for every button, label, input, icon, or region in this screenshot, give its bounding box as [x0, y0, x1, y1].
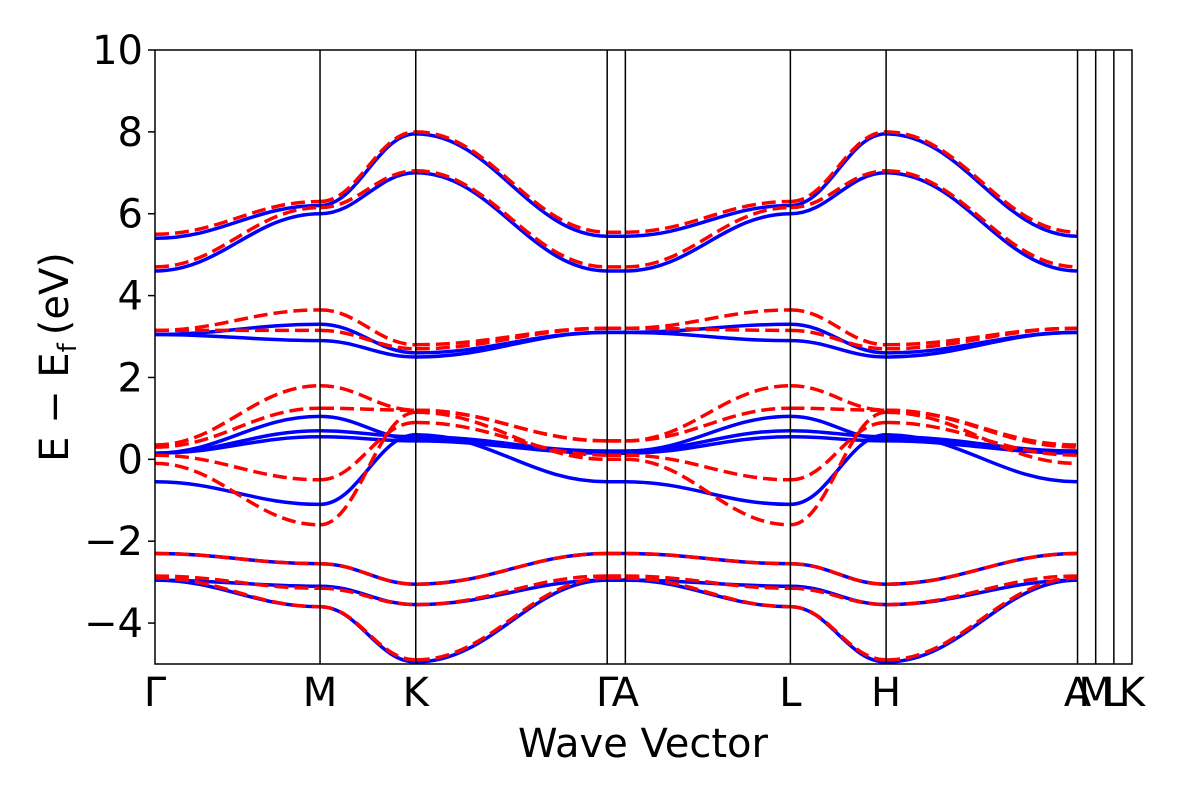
band-line-solid	[155, 171, 1078, 273]
band-line-solid	[155, 435, 1078, 455]
band-line-dashed	[155, 551, 1078, 586]
x-tick-label: L	[779, 670, 802, 716]
x-tick-label: A	[1064, 670, 1092, 716]
band-line-dashed	[155, 169, 1078, 269]
x-axis-title: Wave Vector	[518, 721, 769, 767]
band-line-dashed	[155, 410, 1078, 527]
x-tick-label: A	[612, 670, 640, 716]
band-line-dashed	[155, 383, 1078, 447]
y-axis-title-unit: (eV)	[32, 252, 78, 335]
bands-layer	[155, 130, 1078, 664]
band-line-dashed	[155, 574, 1078, 607]
high-symmetry-lines	[319, 50, 1115, 664]
y-tick-label: 10	[92, 28, 143, 74]
band-line-dashed	[155, 130, 1078, 236]
y-axis-title-main: E − E	[32, 352, 78, 462]
x-tick-label: M	[1078, 670, 1113, 716]
band-line-solid	[155, 132, 1078, 241]
y-axis-title: E − Ef (eV)	[32, 252, 83, 462]
band-line-solid	[155, 433, 1078, 507]
band-line-dashed	[155, 420, 1078, 482]
x-tick-label: M	[303, 670, 338, 716]
x-tick-label: L	[1103, 670, 1126, 716]
band-line-dashed	[155, 326, 1078, 351]
y-tick-label: 2	[118, 355, 143, 401]
x-tick-label: K	[1119, 670, 1147, 716]
band-line-dashed	[155, 576, 1078, 662]
y-tick-label: −2	[84, 519, 143, 565]
y-axis-title-subscript: f	[53, 342, 83, 352]
x-tick-label: K	[403, 670, 431, 716]
y-axis: −4 −2 0 2 4 6 8 10	[84, 28, 155, 647]
x-tick-label: Γ	[596, 670, 619, 716]
plot-frame	[154, 49, 1133, 665]
band-line-solid	[155, 414, 1078, 455]
y-tick-label: 8	[118, 110, 143, 156]
y-tick-label: 4	[118, 274, 143, 320]
x-tick-label: H	[871, 670, 901, 716]
y-tick-label: −4	[84, 601, 143, 647]
y-tick-label: 6	[118, 192, 143, 238]
band-line-solid	[155, 578, 1078, 664]
y-tick-label: 0	[118, 437, 143, 483]
x-tick-label: Γ	[144, 670, 167, 716]
